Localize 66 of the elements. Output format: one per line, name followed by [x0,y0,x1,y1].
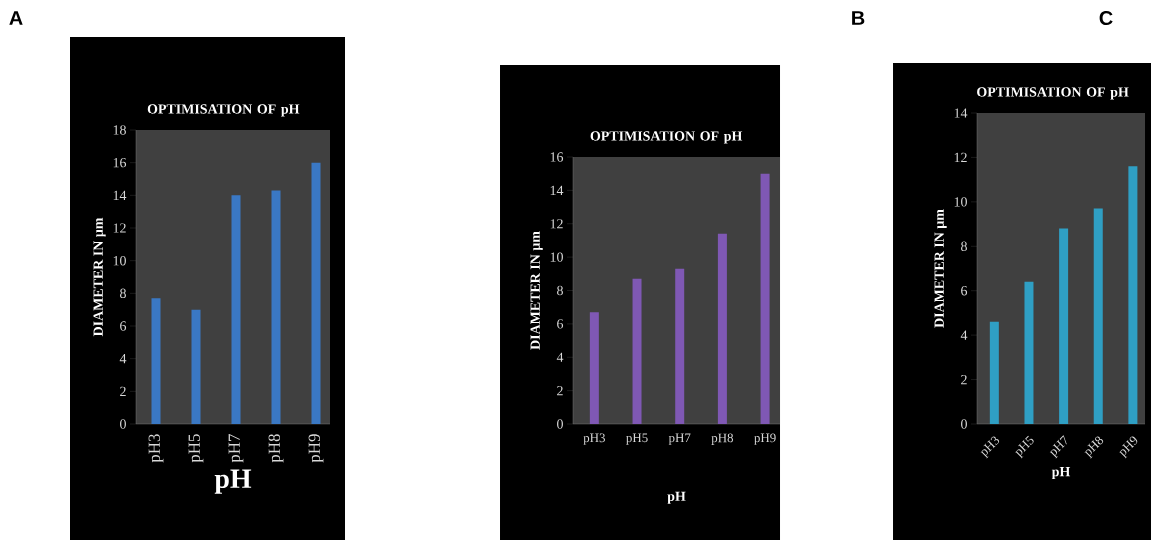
y-tick-label: 2 [961,374,967,385]
bar [191,309,201,424]
y-tick-label: 16 [550,152,564,162]
x-tick-label: pH7 [668,433,691,445]
x-tick-label: pH9 [308,434,324,463]
x-tick-label: pH9 [754,433,776,445]
y-tick-label: 14 [550,185,564,195]
bar [989,321,999,424]
x-tick-label: pH5 [626,433,648,445]
y-tick-label: 6 [557,319,564,329]
x-tick-label: pH3 [583,433,605,445]
x-tick-label: pH9 [1119,436,1138,459]
x-tick-label: pH3 [980,436,1000,459]
y-tick-label: 8 [961,241,967,251]
x-tick-label: pH8 [711,433,734,445]
bar [311,162,321,424]
y-tick-label: 8 [557,285,563,296]
bar [589,312,599,424]
bar [1024,281,1034,424]
bar [231,195,241,424]
x-tick-label: pH5 [188,434,204,463]
x-tick-label: pH3 [148,434,164,463]
y-axis-title: DIAMETER IN µm [934,209,947,328]
y-axis-title: DIAMETER IN µm [93,217,106,337]
y-axis-title: DIAMETER IN µm [530,231,543,350]
x-tick-label: pH7 [228,434,244,463]
bar [151,298,161,424]
bar [632,278,642,424]
chart-title: OPTIMISATION OF pH [590,131,743,144]
bar [271,190,281,424]
y-tick-label: 0 [961,419,967,429]
bar [1128,166,1138,424]
chart-title: OPTIMISATION OF pH [147,104,300,117]
y-tick-label: 12 [113,223,126,233]
y-tick-label: 14 [954,108,968,118]
y-tick-label: 18 [113,125,126,135]
y-tick-label: 8 [120,288,126,299]
y-tick-label: 4 [119,354,127,364]
bar [1093,208,1103,424]
y-tick-label: 10 [550,252,563,262]
bar [1059,228,1069,424]
y-tick-label: 0 [120,419,126,429]
bar [760,173,770,424]
y-tick-label: 6 [120,321,127,331]
x-axis-title: pH [214,469,252,494]
chart-title: OPTIMISATION OF pH [977,87,1129,100]
y-tick-label: 0 [557,419,563,429]
bar [717,233,727,424]
y-tick-label: 2 [120,386,126,396]
y-tick-label: 4 [556,352,564,362]
y-tick-label: 4 [960,330,968,340]
y-tick-label: 6 [961,286,968,296]
x-axis-title: pH [667,491,686,504]
y-tick-label: 14 [113,190,127,200]
text: C [1099,10,1113,26]
y-tick-label: 10 [113,255,126,266]
y-tick-label: 12 [550,219,563,229]
bar [675,268,685,424]
text: A [9,11,23,25]
y-tick-label: 2 [557,386,563,396]
x-axis-title: pH [1051,467,1071,480]
x-tick-label: pH8 [268,434,284,463]
y-tick-label: 10 [954,197,967,207]
y-tick-label: 12 [954,152,967,163]
text: B [852,11,865,25]
y-tick-label: 16 [113,157,127,168]
